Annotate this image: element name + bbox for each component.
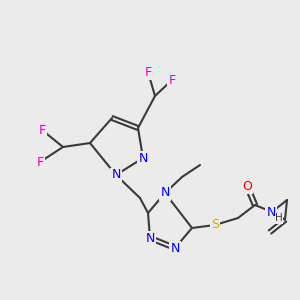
Text: F: F (168, 74, 175, 86)
Text: N: N (111, 169, 121, 182)
Text: N: N (145, 232, 155, 244)
Text: N: N (160, 187, 170, 200)
Text: N: N (170, 242, 180, 254)
Text: F: F (144, 65, 152, 79)
Text: F: F (38, 124, 46, 136)
Text: N: N (138, 152, 148, 164)
Text: N: N (266, 206, 276, 218)
Text: F: F (36, 155, 43, 169)
Text: O: O (242, 179, 252, 193)
Text: H: H (275, 213, 283, 223)
Text: S: S (211, 218, 219, 232)
